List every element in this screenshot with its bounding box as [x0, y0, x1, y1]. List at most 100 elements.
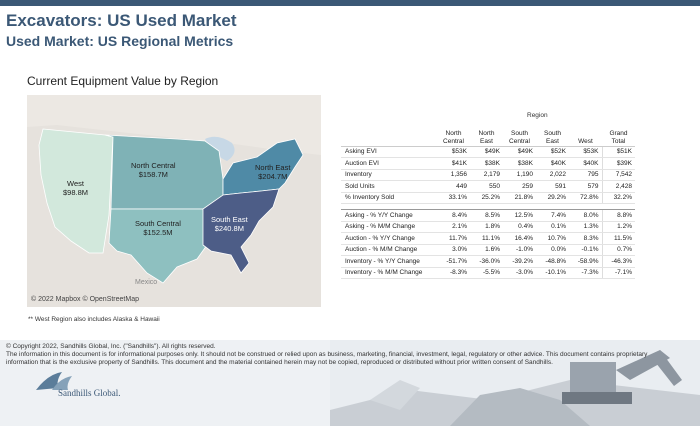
table-cell: $38K: [470, 157, 503, 170]
table-cell: -58.9%: [569, 255, 602, 268]
map-footnote: ** West Region also includes Alaska & Ha…: [28, 316, 160, 323]
table-cell: 72.8%: [569, 192, 602, 204]
table-cell: 795: [569, 169, 602, 181]
map-title: Current Equipment Value by Region: [27, 74, 219, 88]
table-section-values: Asking EVI $53K $49K $49K $52K $53K $51K Auctio…: [341, 146, 635, 204]
table-cell: 449: [437, 180, 470, 193]
table-cell: 1.8%: [470, 221, 503, 233]
region-south-east-shape: [202, 188, 280, 274]
map-label-north-central: North Central $158.7M: [131, 161, 176, 179]
excavator-photo-graphic: [330, 340, 700, 426]
table-cell: 0.4%: [503, 221, 536, 233]
canada-land: [27, 95, 321, 155]
table-group-header: Region: [527, 112, 548, 119]
column-header: South East: [536, 127, 569, 147]
row-label: Auction - % M/M Change: [341, 244, 437, 256]
table-cell: 8.5%: [470, 209, 503, 222]
row-label: Inventory - % Y/Y Change: [341, 255, 437, 268]
page-title: Excavators: US Used Market: [6, 11, 237, 30]
regional-metrics-table: North Central North East South Central S…: [341, 127, 635, 279]
table-row: Asking - % Y/Y Change 8.4% 8.5% 12.5% 7.4% 8.…: [341, 209, 635, 222]
table-cell: 579: [569, 180, 602, 193]
table-header-metric: [341, 127, 437, 147]
copyright-line: The information in this document is for …: [6, 351, 648, 358]
table-row: Sold Units 449 550 259 591 579 2,428: [341, 180, 635, 193]
table-cell: 550: [470, 180, 503, 193]
table-cell: -7.3%: [569, 267, 602, 279]
table-cell: $53K: [569, 146, 602, 158]
table-cell: 25.2%: [470, 192, 503, 204]
table-cell: 16.4%: [503, 232, 536, 245]
map-attribution[interactable]: © 2022 Mapbox © OpenStreetMap: [31, 296, 139, 303]
sandhills-logo-text[interactable]: Sandhills Global.: [58, 388, 121, 398]
table-cell: 8.3%: [569, 232, 602, 245]
table-cell: 21.8%: [503, 192, 536, 204]
table-cell: 1.6%: [470, 244, 503, 256]
table-cell: 259: [503, 180, 536, 193]
table-cell: $41K: [437, 157, 470, 170]
copyright-line: information that is the exclusive proper…: [6, 359, 553, 366]
column-header: North Central: [437, 127, 470, 147]
row-label: Asking - % Y/Y Change: [341, 209, 437, 222]
map-label-south-east: South East $240.8M: [211, 215, 248, 233]
row-label: Inventory - % M/M Change: [341, 267, 437, 279]
table-cell: $53K: [437, 146, 470, 158]
table-cell: 8.8%: [601, 209, 635, 222]
table-cell: -51.7%: [437, 255, 470, 268]
table-cell: 29.2%: [536, 192, 569, 204]
table-row: Inventory - % M/M Change -8.3% -5.5% -3.0% -…: [341, 267, 635, 279]
column-header: North East: [470, 127, 503, 147]
map-label-mexico: Mexico: [135, 279, 158, 286]
table-cell: 12.5%: [503, 209, 536, 222]
map-label-south-central: South Central $152.5M: [135, 219, 181, 237]
table-cell: 0.1%: [536, 221, 569, 233]
column-header: West: [569, 127, 602, 147]
table-cell: $39K: [601, 157, 635, 170]
table-cell: 1,190: [503, 169, 536, 181]
table-cell: -0.1%: [569, 244, 602, 256]
table-header-row: North Central North East South Central S…: [341, 127, 635, 147]
table-cell: 11.5%: [601, 232, 635, 245]
row-label: Sold Units: [341, 180, 437, 193]
table-row: % Inventory Sold 33.1% 25.2% 21.8% 29.2% 72.8…: [341, 192, 635, 204]
table-cell: 591: [536, 180, 569, 193]
table-cell: 7,542: [601, 169, 635, 181]
table-cell: -1.0%: [503, 244, 536, 256]
table-cell: $51K: [601, 146, 635, 158]
row-label: Asking - % M/M Change: [341, 221, 437, 233]
table-cell: 2.1%: [437, 221, 470, 233]
region-map[interactable]: West $98.8M North Central $158.7M North Ea…: [27, 95, 321, 307]
table-row: Auction EVI $41K $38K $38K $40K $40K $39K: [341, 157, 635, 170]
table-row: Inventory 1,356 2,179 1,190 2,022 795 7,542: [341, 169, 635, 181]
table-cell: -7.1%: [601, 267, 635, 279]
map-label-north-east: North East $204.7M: [255, 163, 291, 181]
table-row: Asking - % M/M Change 2.1% 1.8% 0.4% 0.1% 1.3…: [341, 221, 635, 233]
page-subtitle: Used Market: US Regional Metrics: [6, 33, 234, 49]
table-row: Auction - % M/M Change 3.0% 1.6% -1.0% 0.0% -…: [341, 244, 635, 256]
row-label: % Inventory Sold: [341, 192, 437, 204]
table-cell: $40K: [569, 157, 602, 170]
table-cell: 3.0%: [437, 244, 470, 256]
table-row: Auction - % Y/Y Change 11.7% 11.1% 16.4% 10.…: [341, 232, 635, 245]
table-cell: 11.1%: [470, 232, 503, 245]
great-lakes: [205, 136, 235, 161]
table-cell: 8.0%: [569, 209, 602, 222]
column-header: South Central: [503, 127, 536, 147]
table-row: Asking EVI $53K $49K $49K $52K $53K $51K: [341, 146, 635, 158]
table-cell: 33.1%: [437, 192, 470, 204]
table-cell: 1,356: [437, 169, 470, 181]
table-cell: -48.8%: [536, 255, 569, 268]
map-label-west: West $98.8M: [63, 179, 89, 197]
table-cell: $40K: [536, 157, 569, 170]
table-cell: 0.0%: [536, 244, 569, 256]
table-cell: 2,022: [536, 169, 569, 181]
table-cell: 2,428: [601, 180, 635, 193]
table-cell: 10.7%: [536, 232, 569, 245]
table-cell: -10.1%: [536, 267, 569, 279]
table-cell: 0.7%: [601, 244, 635, 256]
table-cell: -46.3%: [601, 255, 635, 268]
us-map-graphic: [27, 95, 321, 284]
table-cell: -5.5%: [470, 267, 503, 279]
top-accent-bar: [0, 0, 700, 6]
row-label: Asking EVI: [341, 146, 437, 158]
